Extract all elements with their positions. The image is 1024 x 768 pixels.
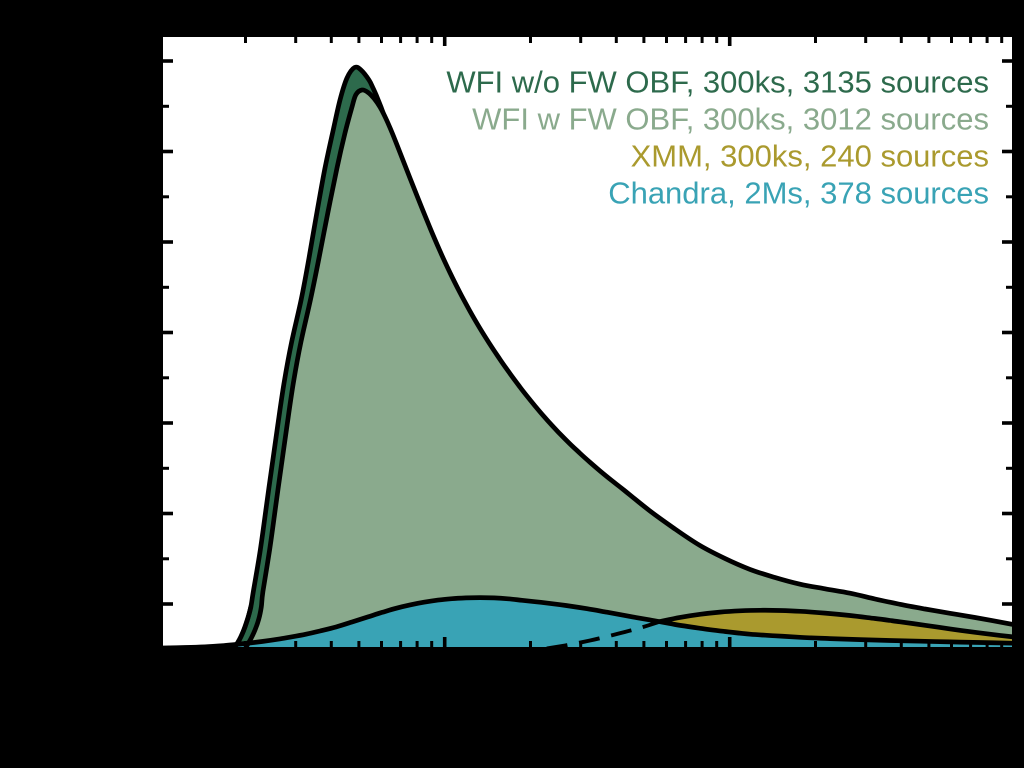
- svg-text:Chandra, 2Ms, 378 sources: Chandra, 2Ms, 378 sources: [608, 176, 989, 211]
- svg-text:WFI w FW OBF, 300ks, 3012 sour: WFI w FW OBF, 300ks, 3012 sources: [472, 102, 989, 137]
- svg-text:WFI w/o FW OBF, 300ks, 3135 so: WFI w/o FW OBF, 300ks, 3135 sources: [446, 65, 989, 100]
- svg-text:XMM, 300ks, 240 sources: XMM, 300ks, 240 sources: [631, 139, 989, 174]
